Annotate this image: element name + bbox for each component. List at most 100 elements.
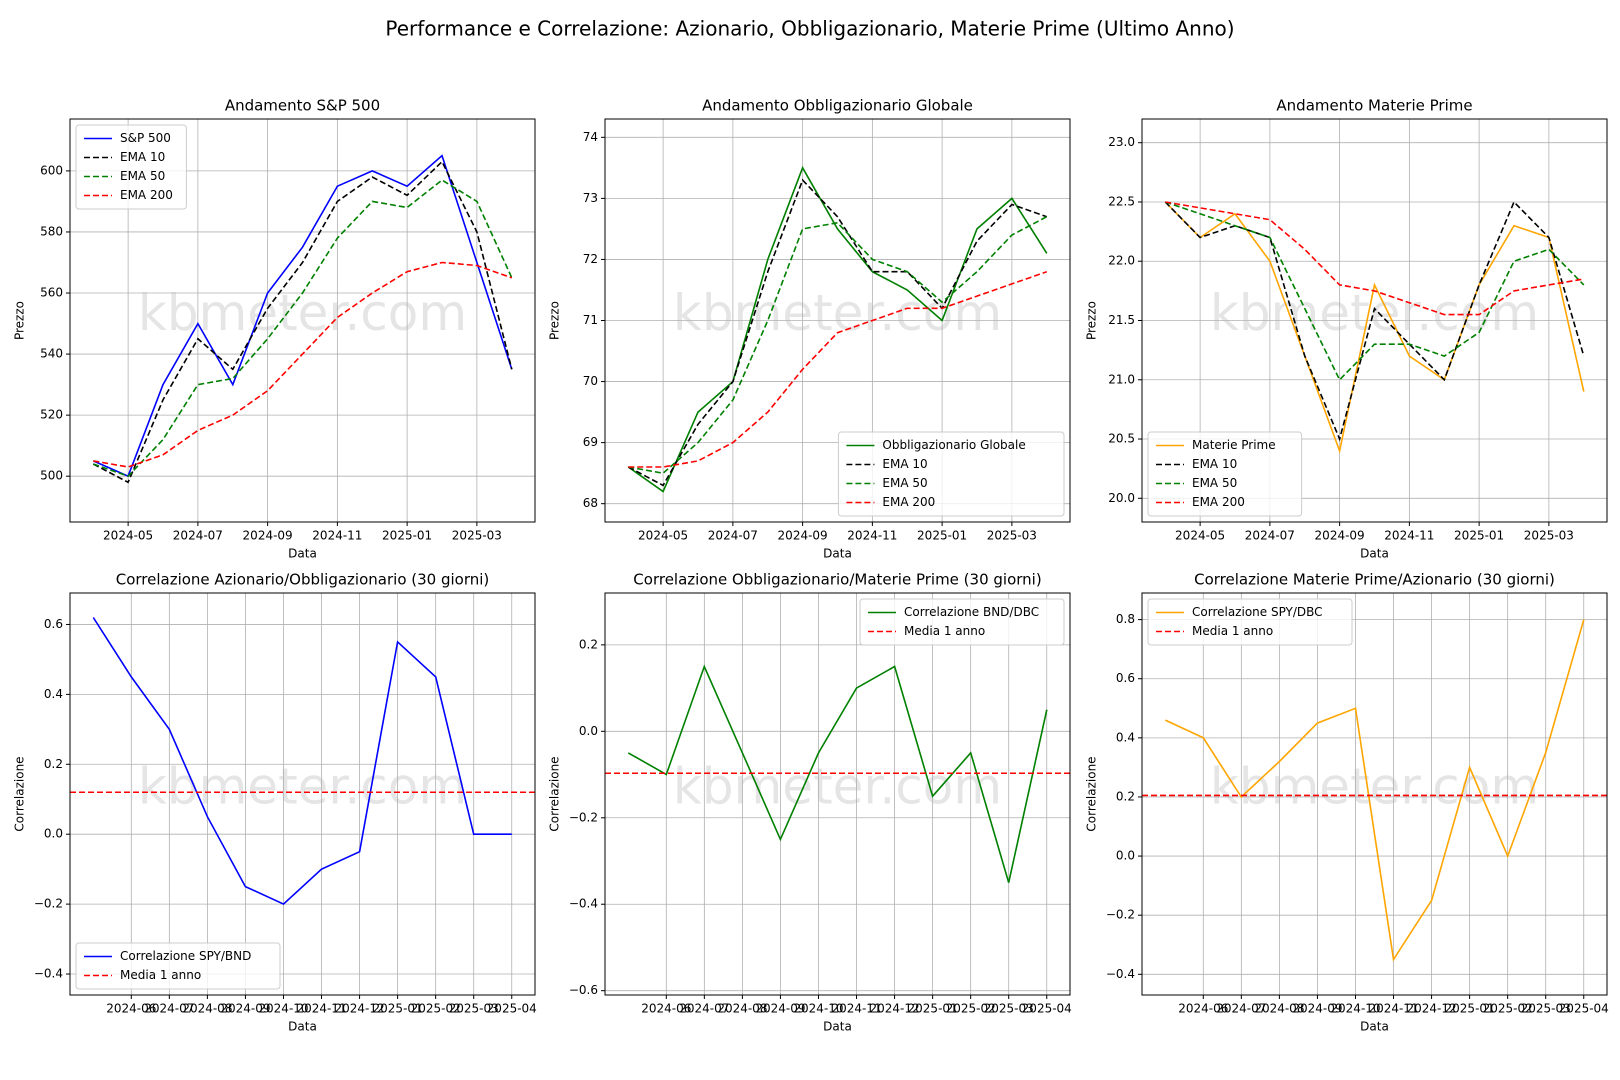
y-tick-label: 68 xyxy=(583,496,598,510)
plot-frame xyxy=(1141,592,1608,996)
legend-label: EMA 50 xyxy=(882,476,927,490)
legend-box xyxy=(75,942,281,990)
y-tick-label: 0.2 xyxy=(44,757,63,771)
x-tick-label: 2024-11 xyxy=(312,529,362,543)
series-line xyxy=(1165,201,1584,316)
plot-lines xyxy=(70,617,535,906)
x-tick-label: 2024-09 xyxy=(220,1002,270,1016)
y-tick-label: 0.6 xyxy=(1116,671,1135,685)
plot-frame xyxy=(69,118,536,523)
x-axis-label: Data xyxy=(1360,547,1389,561)
panel-title: Correlazione Azionario/Obbligazionario (… xyxy=(116,571,490,589)
plot-lines xyxy=(1164,200,1585,454)
y-tick-label: 0.0 xyxy=(1116,849,1135,863)
y-tick-label: 21.0 xyxy=(1108,372,1135,386)
x-axis-label: Data xyxy=(1360,1020,1389,1034)
x-tick-label: 2024-07 xyxy=(1245,529,1295,543)
legend-label: Media 1 anno xyxy=(120,968,201,982)
x-tick-label: 2024-11 xyxy=(831,1002,881,1016)
y-tick-label: 580 xyxy=(40,224,63,238)
x-tick-label: 2025-01 xyxy=(908,1002,958,1016)
x-tick-label: 2024-09 xyxy=(1292,1002,1342,1016)
legend-label: Materie Prime xyxy=(1192,438,1276,452)
x-tick-label: 2024-08 xyxy=(182,1002,232,1016)
legend-box xyxy=(1147,431,1303,517)
series-line xyxy=(1165,201,1585,382)
x-tick-label: 2024-07 xyxy=(173,529,223,543)
y-tick-label: 22.0 xyxy=(1108,254,1135,268)
x-tick-label: 2024-07 xyxy=(1216,1002,1266,1016)
x-tick-label: 2025-01 xyxy=(382,529,432,543)
x-tick-label: 2025-03 xyxy=(987,529,1037,543)
series-line xyxy=(628,215,1048,475)
y-tick-label: 20.0 xyxy=(1108,491,1135,505)
x-tick-label: 2025-01 xyxy=(373,1002,423,1016)
x-axis-label: Data xyxy=(288,1020,317,1034)
x-tick-label: 2025-02 xyxy=(1483,1002,1533,1016)
y-axis-label: Correlazione xyxy=(13,756,27,831)
panel-title: Correlazione Obbligazionario/Materie Pri… xyxy=(633,571,1041,589)
x-tick-label: 2025-03 xyxy=(1521,1002,1571,1016)
x-tick-label: 2024-06 xyxy=(641,1002,691,1016)
x-tick-label: 2024-10 xyxy=(1330,1002,1380,1016)
plot-frame xyxy=(69,592,536,996)
x-tick-label: 2024-12 xyxy=(1406,1002,1456,1016)
x-tick-label: 2024-12 xyxy=(334,1002,384,1016)
legend-label: Obbligazionario Globale xyxy=(882,438,1025,452)
y-tick-label: 520 xyxy=(40,408,63,422)
y-tick-label: −0.4 xyxy=(34,967,63,981)
x-tick-label: 2024-07 xyxy=(144,1002,194,1016)
y-tick-label: 74 xyxy=(583,130,598,144)
plot-lines xyxy=(605,664,1070,883)
series-line xyxy=(627,664,1048,883)
y-tick-label: 20.5 xyxy=(1108,432,1135,446)
legend-label: EMA 50 xyxy=(1192,476,1237,490)
y-tick-label: −0.2 xyxy=(34,897,63,911)
y-tick-label: 23.0 xyxy=(1108,135,1135,149)
x-tick-label: 2024-06 xyxy=(106,1002,156,1016)
y-axis-label: Prezzo xyxy=(1085,301,1099,340)
legend-box xyxy=(859,598,1065,646)
series-line xyxy=(93,261,513,468)
x-tick-label: 2024-11 xyxy=(1368,1002,1418,1016)
panel: Andamento S&P 500kbmeter.com500520540560… xyxy=(13,97,536,561)
x-tick-label: 2024-05 xyxy=(1175,529,1225,543)
y-tick-label: −0.6 xyxy=(569,983,598,997)
x-tick-label: 2024-07 xyxy=(679,1002,729,1016)
x-tick-label: 2025-03 xyxy=(984,1002,1034,1016)
x-tick-label: 2024-06 xyxy=(1178,1002,1228,1016)
legend-label: EMA 50 xyxy=(120,169,165,183)
legend-label: Media 1 anno xyxy=(904,624,985,638)
legend-box xyxy=(75,124,187,210)
plot-frame xyxy=(604,118,1071,523)
panel-title: Andamento Materie Prime xyxy=(1276,97,1472,115)
x-tick-label: 2024-07 xyxy=(708,529,758,543)
watermark: kbmeter.com xyxy=(1210,757,1539,815)
legend-label: Correlazione BND/DBC xyxy=(904,605,1039,619)
plot-frame xyxy=(1141,118,1608,523)
y-axis-label: Correlazione xyxy=(1085,756,1099,831)
y-tick-label: 0.4 xyxy=(44,687,63,701)
legend-label: S&P 500 xyxy=(120,131,171,145)
y-tick-label: 73 xyxy=(583,191,598,205)
y-tick-label: 500 xyxy=(40,469,63,483)
x-tick-label: 2024-10 xyxy=(258,1002,308,1016)
y-tick-label: −0.4 xyxy=(1106,967,1135,981)
plot-lines xyxy=(627,165,1048,493)
y-tick-label: 0.2 xyxy=(579,637,598,651)
y-tick-label: −0.4 xyxy=(569,897,598,911)
legend-label: Correlazione SPY/DBC xyxy=(1192,605,1323,619)
x-tick-label: 2024-09 xyxy=(755,1002,805,1016)
x-tick-label: 2025-03 xyxy=(1524,529,1574,543)
x-tick-label: 2025-04 xyxy=(1022,1002,1072,1016)
y-tick-label: 21.5 xyxy=(1108,313,1135,327)
legend-box xyxy=(837,431,1065,517)
x-axis-label: Data xyxy=(288,547,317,561)
legend-label: EMA 10 xyxy=(120,150,165,164)
series-line xyxy=(628,270,1048,468)
x-axis-label: Data xyxy=(823,1020,852,1034)
x-tick-label: 2024-08 xyxy=(1254,1002,1304,1016)
x-tick-label: 2024-09 xyxy=(243,529,293,543)
series-line xyxy=(93,179,513,478)
y-tick-label: 600 xyxy=(40,163,63,177)
